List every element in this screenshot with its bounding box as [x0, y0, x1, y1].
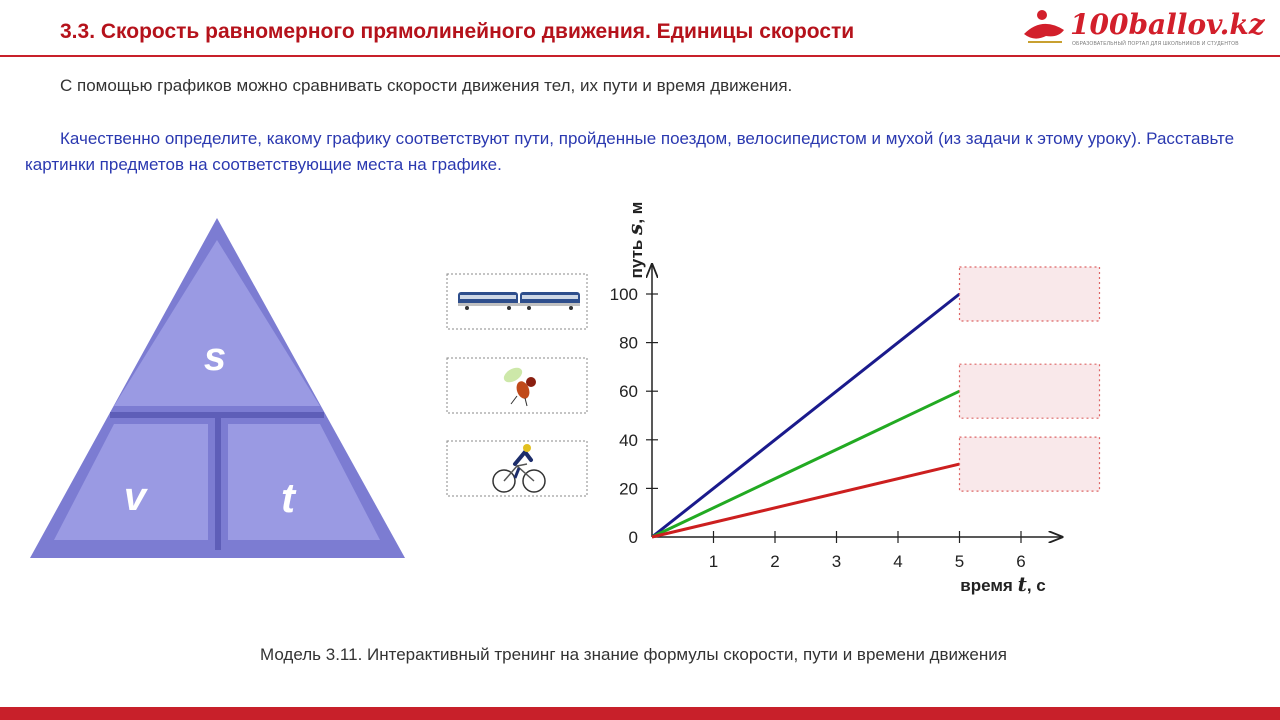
x-axis-label: время t, с [960, 572, 1045, 596]
bottom-bar [0, 707, 1280, 720]
train-icon [458, 292, 580, 310]
triangle-v: v [124, 475, 149, 519]
fly-card[interactable] [446, 357, 588, 414]
logo-text: 100ballov.kz [1070, 8, 1265, 41]
y-tick-label: 20 [619, 479, 638, 498]
x-tick-label: 1 [709, 552, 718, 571]
y-tick-label: 100 [610, 285, 638, 304]
logo-figure-icon [1024, 10, 1064, 43]
x-tick-label: 6 [1016, 552, 1025, 571]
x-tick-label: 2 [770, 552, 779, 571]
y-tick-label: 40 [619, 431, 638, 450]
train-card[interactable] [446, 273, 588, 330]
series-line-3 [651, 462, 960, 539]
drop-zone-3[interactable] [958, 436, 1101, 492]
y-tick-label: 60 [619, 382, 638, 401]
x-tick-label: 4 [893, 552, 902, 571]
fly-icon [503, 367, 536, 407]
logo-subtitle: ОБРАЗОВАТЕЛЬНЫЙ ПОРТАЛ ДЛЯ ШКОЛЬНИКОВ И … [1072, 41, 1239, 47]
item-cards [446, 273, 588, 497]
y-tick-label: 0 [629, 528, 638, 547]
title-divider [0, 55, 1280, 57]
formula-triangle: s v t [30, 218, 405, 558]
y-tick-label: 80 [619, 334, 638, 353]
site-logo[interactable]: 100ballov.kz ОБРАЗОВАТЕЛЬНЫЙ ПОРТАЛ ДЛЯ … [1020, 8, 1265, 48]
series-line-1 [651, 292, 961, 539]
drop-zone-1[interactable] [958, 266, 1101, 322]
task-text: Качественно определите, какому графику с… [25, 129, 1235, 174]
series-line-2 [651, 389, 961, 539]
triangle-s: s [204, 335, 226, 379]
drop-zone-2[interactable] [958, 363, 1101, 419]
cyclist-card[interactable] [446, 440, 588, 497]
model-caption: Модель 3.11. Интерактивный тренинг на зн… [260, 645, 1007, 664]
y-axis-label: путь s, м [623, 202, 647, 279]
intro-text: С помощью графиков можно сравнивать скор… [60, 76, 793, 95]
cyclist-icon [492, 444, 546, 493]
x-tick-label: 3 [832, 552, 841, 571]
x-tick-label: 5 [955, 552, 964, 571]
page-title: 3.3. Скорость равномерного прямолинейног… [60, 20, 855, 43]
triangle-t: t [281, 474, 297, 521]
